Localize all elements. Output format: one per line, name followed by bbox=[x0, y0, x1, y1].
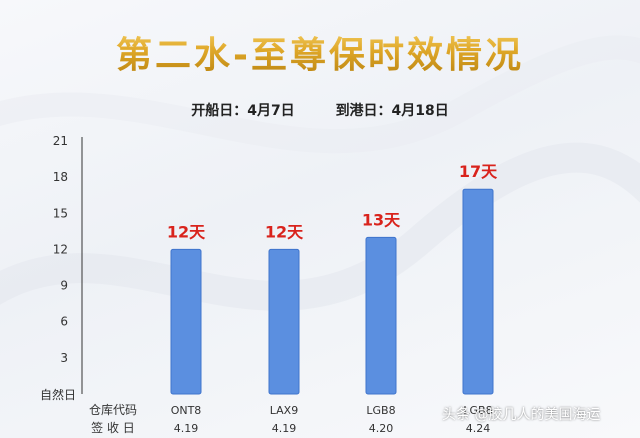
bar-value-label: 12天 bbox=[265, 222, 304, 241]
x-tick-label: ONT8 bbox=[171, 404, 202, 417]
depart-date-label: 开船日：4月7日 bbox=[191, 103, 295, 119]
bar bbox=[462, 188, 494, 395]
row-label-sign-date: 签 收 日 bbox=[91, 420, 135, 435]
bar-value-label: 13天 bbox=[362, 210, 401, 229]
watermark: 头条 @胶几人的美国海运 bbox=[442, 407, 601, 423]
y-tick-label: 12 bbox=[53, 242, 68, 256]
y-tick-label: 15 bbox=[53, 206, 68, 220]
arrive-date-label: 到港日：4月18日 bbox=[335, 103, 449, 119]
bar bbox=[268, 248, 300, 395]
sign-date-label: 4.19 bbox=[174, 422, 199, 435]
bar bbox=[170, 248, 202, 395]
y-tick-label: 9 bbox=[60, 279, 68, 293]
bar-value-label: 12天 bbox=[167, 222, 206, 241]
row-label-warehouse: 仓库代码 bbox=[89, 402, 137, 417]
y-tick-label-zero: 自然日 bbox=[40, 387, 76, 402]
chart-title: 第二水-至尊保时效情况 bbox=[0, 26, 640, 78]
x-tick-label: LGB8 bbox=[463, 404, 492, 417]
y-tick-label: 21 bbox=[53, 134, 68, 148]
sign-date-label: 4.24 bbox=[466, 422, 491, 435]
y-tick-label: 3 bbox=[60, 351, 68, 365]
y-tick-label: 6 bbox=[60, 315, 68, 329]
bar-value-label: 17天 bbox=[459, 162, 498, 181]
sign-date-label: 4.20 bbox=[369, 422, 394, 435]
bar bbox=[365, 236, 397, 395]
y-tick-label: 18 bbox=[53, 170, 68, 184]
sign-date-label: 4.19 bbox=[272, 422, 297, 435]
chart-subtitle: 开船日：4月7日 到港日：4月18日 bbox=[0, 100, 640, 120]
x-tick-label: LGB8 bbox=[366, 404, 395, 417]
x-tick-label: LAX9 bbox=[270, 404, 298, 417]
